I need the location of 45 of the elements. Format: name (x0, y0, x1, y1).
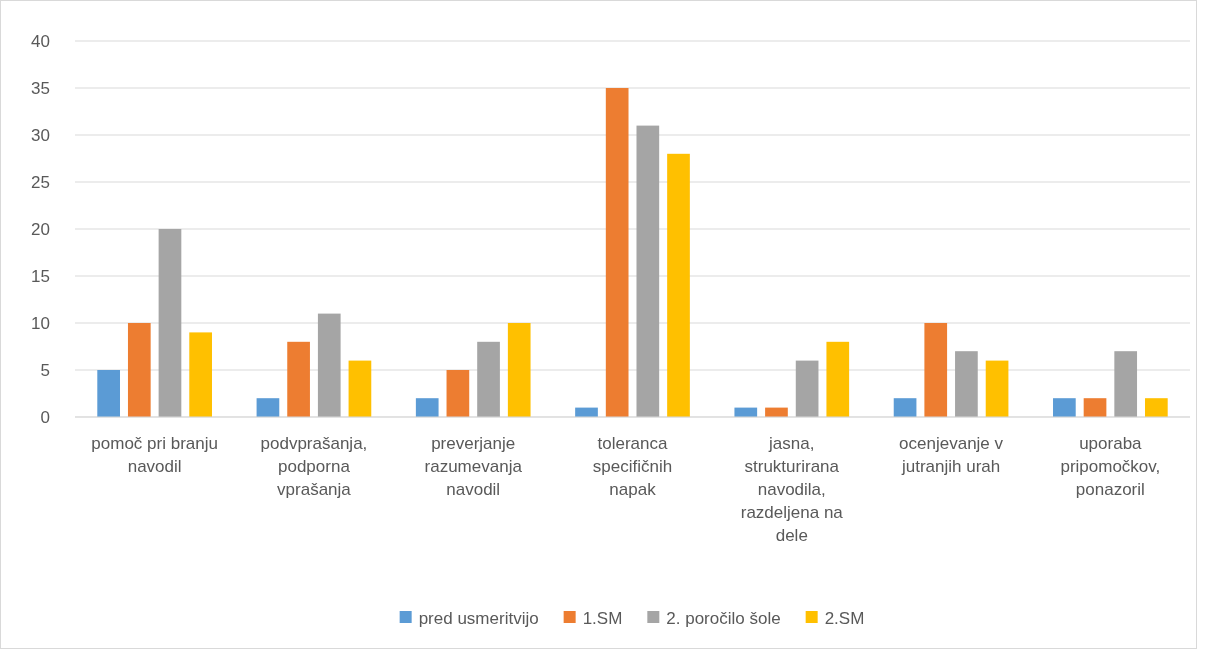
y-tick-label: 10 (31, 313, 50, 333)
bar (415, 398, 439, 417)
y-tick-label: 0 (40, 407, 50, 427)
bar (893, 398, 917, 417)
bar (317, 313, 341, 417)
bar (287, 341, 310, 417)
bar (985, 360, 1009, 417)
bar (1145, 398, 1168, 417)
bar (924, 323, 948, 417)
legend-label: pred usmeritvijo (418, 608, 539, 628)
legend-label: 2.SM (824, 608, 865, 628)
x-tick-label: pomoč pri branju navodil (91, 434, 218, 476)
x-tick-label: ocenjevanje v jutranjih urah (899, 434, 1004, 476)
x-tick-label: uporaba pripomočkov, ponazoril (1060, 434, 1161, 499)
x-tick-label: jasna, strukturirana navodila, razdeljena na dele (740, 434, 844, 545)
bar (189, 332, 212, 417)
y-tick-label: 15 (31, 266, 50, 286)
y-tick-label: 5 (40, 360, 50, 380)
bar (667, 153, 690, 417)
bar (1053, 398, 1076, 417)
y-tick-label: 40 (31, 31, 50, 51)
y-tick-label: 30 (31, 125, 50, 145)
bar (795, 360, 819, 417)
legend-label: 2. poročilo šole (666, 608, 781, 628)
bar (636, 125, 660, 417)
y-tick-label: 20 (31, 219, 50, 239)
x-tick-label: podvprašanja, podporna vprašanja (260, 434, 368, 499)
bar (1083, 398, 1107, 417)
bar (97, 370, 120, 417)
bar (158, 229, 182, 417)
bar (127, 323, 151, 417)
bar (348, 360, 372, 417)
bar (446, 370, 470, 417)
bar (507, 323, 531, 417)
y-tick-label: 35 (31, 78, 50, 98)
x-tick-label: preverjanje razumevanja navodil (424, 434, 523, 499)
bar (826, 341, 850, 417)
bar (256, 398, 280, 417)
x-tick-label: toleranca specifičnih napak (592, 434, 673, 499)
bar (605, 88, 629, 417)
legend-label: 1.SM (582, 608, 623, 628)
y-tick-label: 25 (31, 172, 50, 192)
bar (1114, 351, 1138, 417)
bar (477, 341, 500, 417)
bar (955, 351, 978, 417)
